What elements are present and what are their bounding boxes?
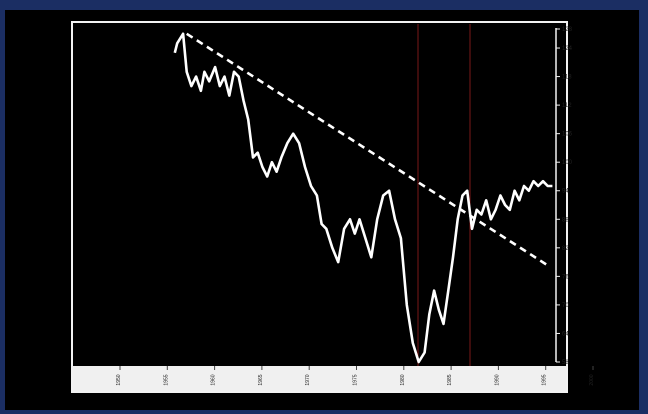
x-tick-label: 1970 bbox=[305, 374, 311, 385]
x-tick-label: 1995 bbox=[542, 374, 548, 385]
plot-border bbox=[71, 21, 568, 393]
x-tick-label: 1975 bbox=[353, 374, 359, 385]
plot-background bbox=[5, 10, 639, 410]
x-tick-label: 2000 bbox=[589, 374, 595, 385]
y-tick-label: 106 bbox=[562, 132, 573, 138]
y-tick-label: 88 bbox=[562, 217, 569, 223]
y-tick-label: 100 bbox=[562, 160, 573, 166]
x-tick-label: 1990 bbox=[494, 374, 500, 385]
y-tick-label: 94 bbox=[562, 189, 569, 195]
y-tick-label: 128 bbox=[562, 27, 573, 33]
x-tick-label: 1955 bbox=[163, 374, 169, 385]
y-tick-label: 112 bbox=[562, 103, 572, 109]
y-axis-ticks: 58 64 70 76 82 88 94 100 106 112 118 124 128 bbox=[556, 27, 573, 366]
y-tick-label: 118 bbox=[562, 75, 572, 81]
x-axis-strip bbox=[72, 366, 567, 392]
x-tick-label: 1965 bbox=[258, 374, 264, 385]
series-layer bbox=[173, 32, 553, 364]
x-tick-label: 1980 bbox=[400, 374, 406, 385]
y-tick-label: 70 bbox=[562, 303, 569, 309]
x-tick-label: 1950 bbox=[116, 374, 122, 385]
y-tick-label: 82 bbox=[562, 246, 569, 252]
y-tick-label: 58 bbox=[562, 360, 569, 366]
x-axis-ticks: 1950 1955 1960 1965 1970 1975 1980 1985 1990 1995… bbox=[116, 366, 595, 386]
series-line bbox=[173, 32, 553, 364]
x-tick-label: 1985 bbox=[447, 374, 453, 385]
y-tick-label: 124 bbox=[562, 46, 573, 52]
y-tick-label: 64 bbox=[562, 331, 569, 337]
x-tick-label: 1960 bbox=[211, 374, 217, 385]
y-tick-label: 76 bbox=[562, 274, 569, 280]
